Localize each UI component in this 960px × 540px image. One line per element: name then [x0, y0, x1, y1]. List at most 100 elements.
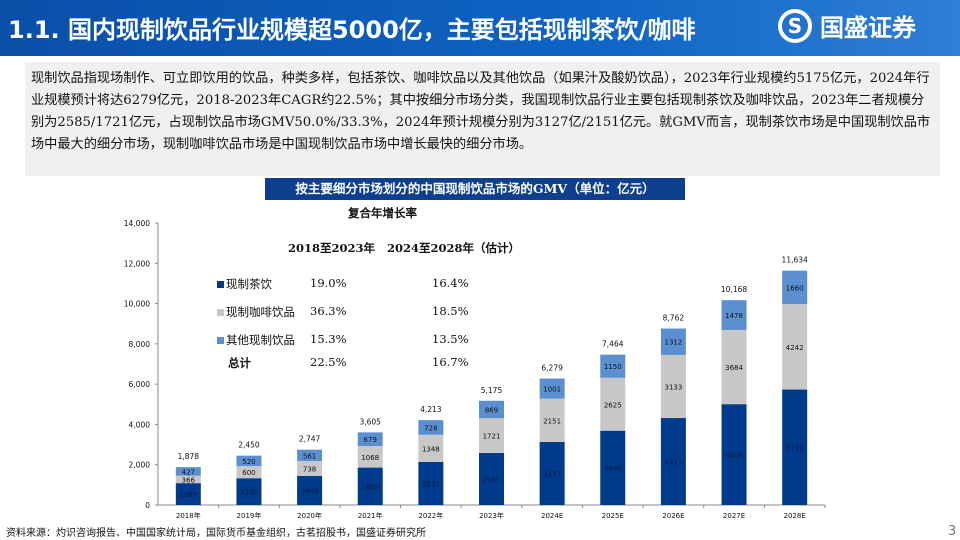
logo: S 国盛证券 — [778, 8, 916, 43]
x-tick-label: 2018年 — [176, 511, 201, 520]
bar-segment — [539, 378, 565, 399]
page-number: 3 — [948, 524, 957, 539]
legend-label: 其他现制饮品 — [226, 333, 295, 347]
data-label: 1721 — [483, 433, 501, 441]
legend-swatch — [217, 337, 224, 344]
bar-segment — [175, 467, 201, 476]
bar-segment — [297, 449, 323, 461]
data-label: 3684 — [725, 364, 743, 372]
logo-text: 国盛证券 — [820, 14, 916, 42]
x-tick-label: 2021年 — [358, 511, 383, 520]
bar-segment — [357, 446, 383, 468]
bar-segment — [539, 442, 565, 505]
data-label: 1660 — [786, 284, 804, 292]
data-label: 1478 — [725, 312, 743, 320]
bar-segment — [721, 329, 747, 405]
bar-segment — [479, 400, 504, 419]
title-bar: 1.1. 国内现制饮品行业规模超5000亿，主要包括现制茶饮/咖啡 S 国盛证券 — [0, 0, 960, 56]
cagr-value-2024-2028: 16.7% — [432, 355, 469, 369]
y-tick-label: 14,000 — [124, 219, 150, 228]
x-tick-label: 2020年 — [297, 511, 322, 520]
bar-segment — [297, 475, 323, 505]
bar-segment — [721, 404, 747, 505]
data-label: 1001 — [543, 386, 561, 394]
data-label: 1448 — [301, 487, 319, 495]
cagr-col2-header: 2024至2028年（估计） — [387, 241, 521, 255]
bar-segment — [175, 475, 201, 484]
bar-segment — [236, 466, 262, 479]
legend-label: 现制咖啡饮品 — [226, 305, 295, 319]
page-title: 1.1. 国内现制饮品行业规模超5000亿，主要包括现制茶饮/咖啡 — [8, 16, 696, 44]
x-tick-label: 2023年 — [479, 511, 504, 520]
data-label: 3133 — [664, 383, 682, 391]
bar-segment — [660, 418, 686, 505]
cagr-value-2024-2028: 13.5% — [432, 332, 469, 346]
bar-segment — [600, 377, 626, 431]
data-label: 2151 — [543, 417, 561, 425]
total-label: 7,464 — [602, 340, 624, 349]
data-label: 738 — [303, 465, 316, 473]
y-tick-label: 2,000 — [129, 461, 151, 470]
bar-segment — [175, 483, 201, 505]
bar-segment — [479, 452, 504, 505]
total-label: 3,605 — [359, 417, 381, 426]
x-tick-label: 2026E — [662, 512, 684, 520]
data-label: 1312 — [664, 339, 682, 347]
bar-segment — [721, 300, 747, 330]
total-label: 8,762 — [663, 314, 685, 323]
chart-title: 按主要细分市场划分的中国现制饮品市场的GMV（单位：亿元） — [265, 178, 685, 200]
bar-segment — [600, 430, 626, 505]
cagr-col1-header: 2018至2023年 — [288, 241, 376, 255]
data-label: 2137 — [422, 480, 440, 488]
total-label: 2,747 — [299, 435, 321, 444]
x-tick-label: 2025E — [602, 512, 624, 520]
data-label: 679 — [364, 436, 377, 444]
bar-segment — [782, 389, 808, 505]
cagr-value-2018-2023: 15.3% — [310, 332, 347, 346]
cagr-row-label: 其他现制饮品 — [217, 332, 295, 348]
bar-segment — [782, 270, 808, 305]
data-label: 869 — [485, 407, 498, 415]
logo-icon: S — [778, 8, 812, 43]
data-label: 2625 — [604, 401, 622, 409]
cagr-value-2018-2023: 22.5% — [310, 355, 347, 369]
total-label: 5,175 — [481, 386, 503, 395]
bar-segment — [236, 455, 262, 467]
bar-segment — [418, 461, 444, 505]
data-label: 1858 — [361, 483, 379, 491]
x-tick-label: 2022年 — [418, 511, 443, 520]
bar-segment — [297, 460, 323, 476]
y-tick-label: 0 — [145, 501, 150, 510]
bar-segment — [357, 467, 383, 505]
bar-segment — [418, 434, 444, 462]
total-label: 6,279 — [541, 364, 563, 373]
x-tick-label: 2024E — [541, 512, 563, 520]
data-label: 1330 — [240, 489, 258, 497]
legend-label: 现制茶饮 — [226, 277, 272, 291]
bar-segment — [782, 304, 808, 390]
data-label: 427 — [182, 468, 195, 476]
data-label: 5006 — [725, 452, 743, 460]
bar-segment — [660, 328, 686, 355]
data-label: 1348 — [422, 445, 440, 453]
data-label: 1068 — [361, 454, 379, 462]
cagr-title: 复合年增长率 — [348, 206, 417, 220]
bar-segment — [600, 354, 626, 378]
cagr-row-label: 总计 — [228, 355, 251, 371]
data-label: 4242 — [786, 344, 804, 352]
y-tick-label: 8,000 — [129, 340, 151, 349]
bar-segment — [539, 398, 565, 443]
bar-segment — [660, 354, 686, 419]
y-tick-label: 4,000 — [129, 420, 151, 429]
legend-swatch — [217, 309, 224, 316]
x-tick-label: 2027E — [723, 512, 745, 520]
bar-segment — [479, 418, 504, 453]
data-label: 1150 — [604, 363, 622, 371]
data-label: 600 — [242, 469, 255, 477]
legend-label: 总计 — [228, 356, 251, 370]
data-label: 5732 — [786, 444, 804, 452]
y-tick-label: 10,000 — [124, 300, 150, 309]
data-label: 520 — [242, 458, 255, 466]
data-label: 4317 — [664, 459, 682, 467]
